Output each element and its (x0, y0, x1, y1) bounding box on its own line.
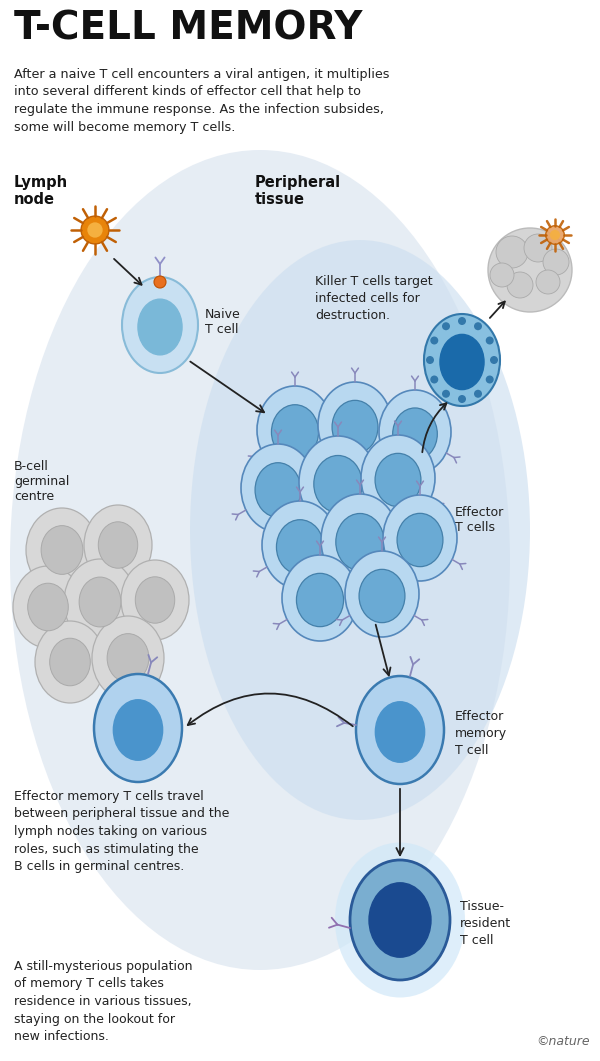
Text: Naive
T cell: Naive T cell (205, 308, 241, 336)
Text: Lymph
node: Lymph node (14, 175, 68, 207)
Text: Killer T cells target
infected cells for
destruction.: Killer T cells target infected cells for… (315, 275, 433, 321)
Text: T-CELL MEMORY: T-CELL MEMORY (14, 10, 362, 48)
FancyArrowPatch shape (114, 259, 142, 284)
Ellipse shape (122, 277, 198, 373)
FancyArrowPatch shape (190, 362, 264, 413)
Ellipse shape (271, 404, 319, 459)
Ellipse shape (397, 514, 443, 567)
FancyArrowPatch shape (422, 403, 446, 452)
FancyArrowPatch shape (188, 694, 353, 727)
Ellipse shape (350, 860, 450, 980)
Ellipse shape (138, 299, 182, 354)
Ellipse shape (383, 495, 457, 581)
FancyArrowPatch shape (376, 625, 391, 676)
Ellipse shape (35, 621, 105, 703)
Ellipse shape (13, 566, 83, 648)
Ellipse shape (277, 520, 323, 574)
Circle shape (490, 356, 498, 364)
Circle shape (426, 356, 434, 364)
Ellipse shape (336, 514, 384, 571)
Text: After a naive T cell encounters a viral antigen, it multiplies
into several diff: After a naive T cell encounters a viral … (14, 68, 389, 134)
Ellipse shape (64, 559, 136, 645)
Ellipse shape (241, 443, 315, 532)
Circle shape (496, 236, 528, 268)
Text: Effector
T cells: Effector T cells (455, 506, 504, 534)
Ellipse shape (376, 701, 425, 762)
Circle shape (81, 216, 109, 244)
Circle shape (550, 230, 560, 240)
Ellipse shape (424, 314, 500, 406)
Text: A still-mysterious population
of memory T cells takes
residence in various tissu: A still-mysterious population of memory … (14, 960, 193, 1043)
Ellipse shape (440, 334, 484, 389)
Ellipse shape (84, 505, 152, 585)
Ellipse shape (361, 435, 435, 521)
Ellipse shape (98, 522, 138, 569)
Ellipse shape (262, 501, 338, 589)
Circle shape (490, 263, 514, 286)
Ellipse shape (345, 551, 419, 637)
Ellipse shape (255, 463, 301, 518)
Ellipse shape (94, 674, 182, 782)
Circle shape (543, 249, 569, 275)
FancyArrowPatch shape (397, 788, 404, 855)
Circle shape (442, 323, 450, 330)
FancyArrowPatch shape (490, 301, 505, 318)
Circle shape (474, 323, 482, 330)
Ellipse shape (79, 577, 121, 627)
Ellipse shape (318, 382, 392, 468)
Circle shape (442, 389, 450, 398)
Ellipse shape (135, 577, 175, 623)
Circle shape (458, 395, 466, 403)
Circle shape (474, 389, 482, 398)
Circle shape (458, 317, 466, 325)
Ellipse shape (92, 616, 164, 700)
Circle shape (488, 228, 572, 312)
Text: Effector
memory
T cell: Effector memory T cell (455, 710, 507, 756)
Ellipse shape (314, 455, 362, 512)
Ellipse shape (107, 633, 149, 682)
Text: ©nature: ©nature (536, 1034, 590, 1048)
Text: B-cell
germinal
centre: B-cell germinal centre (14, 460, 70, 503)
Ellipse shape (321, 494, 399, 586)
Ellipse shape (359, 570, 405, 623)
Text: Tissue-
resident
T cell: Tissue- resident T cell (460, 900, 511, 947)
Ellipse shape (369, 883, 431, 957)
Circle shape (536, 269, 560, 294)
Circle shape (430, 336, 438, 345)
Ellipse shape (379, 390, 451, 474)
Text: Peripheral
tissue: Peripheral tissue (255, 175, 341, 207)
Ellipse shape (257, 386, 333, 474)
Circle shape (546, 226, 564, 244)
Ellipse shape (299, 436, 377, 528)
Ellipse shape (335, 842, 465, 997)
Circle shape (486, 376, 494, 383)
Ellipse shape (28, 584, 68, 631)
Circle shape (524, 234, 552, 262)
Ellipse shape (26, 508, 98, 592)
Circle shape (88, 223, 103, 238)
Ellipse shape (50, 639, 90, 685)
Ellipse shape (392, 408, 437, 460)
Ellipse shape (41, 525, 83, 574)
Circle shape (430, 376, 438, 383)
Ellipse shape (10, 150, 510, 970)
Ellipse shape (332, 400, 378, 454)
Text: Effector memory T cells travel
between peripheral tissue and the
lymph nodes tak: Effector memory T cells travel between p… (14, 790, 229, 873)
Circle shape (486, 336, 494, 345)
Ellipse shape (282, 555, 358, 641)
Ellipse shape (190, 240, 530, 820)
Ellipse shape (375, 453, 421, 507)
Circle shape (154, 276, 166, 288)
Ellipse shape (296, 573, 344, 627)
Ellipse shape (121, 560, 189, 640)
Ellipse shape (113, 700, 163, 761)
Circle shape (507, 272, 533, 298)
Ellipse shape (356, 676, 444, 784)
